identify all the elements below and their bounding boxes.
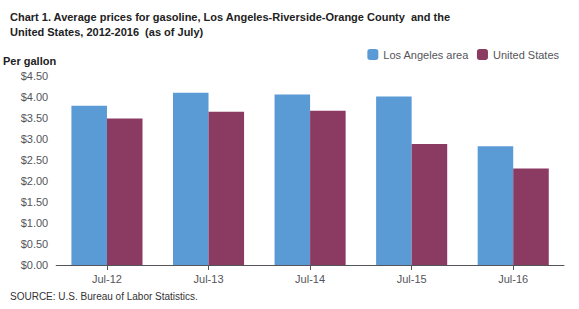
svg-text:Per gallon: Per gallon xyxy=(3,55,56,67)
svg-text:$2.00: $2.00 xyxy=(21,175,49,187)
svg-text:Los Angeles area: Los Angeles area xyxy=(383,49,469,61)
svg-text:Jul-14: Jul-14 xyxy=(295,273,325,285)
svg-text:Jul-15: Jul-15 xyxy=(397,273,427,285)
svg-text:$3.00: $3.00 xyxy=(21,133,49,145)
svg-text:$0.50: $0.50 xyxy=(21,238,49,250)
svg-text:$2.50: $2.50 xyxy=(21,154,49,166)
svg-text:$4.50: $4.50 xyxy=(21,70,49,82)
svg-text:$4.00: $4.00 xyxy=(21,91,49,103)
svg-text:Jul-12: Jul-12 xyxy=(92,273,122,285)
svg-text:$1.50: $1.50 xyxy=(21,196,49,208)
svg-text:$3.50: $3.50 xyxy=(21,112,49,124)
svg-text:Jul-16: Jul-16 xyxy=(498,273,528,285)
svg-text:Chart 1. Average prices for ga: Chart 1. Average prices for gasoline, Lo… xyxy=(10,11,450,23)
svg-text:United States: United States xyxy=(493,49,560,61)
svg-text:SOURCE: U.S. Bureau of Labor S: SOURCE: U.S. Bureau of Labor Statistics. xyxy=(10,291,198,302)
svg-text:Jul-13: Jul-13 xyxy=(194,273,224,285)
svg-text:United States, 2012-2016 (as: United States, 2012-2016 (as of July) xyxy=(10,26,204,38)
svg-text:$1.00: $1.00 xyxy=(21,217,49,229)
svg-text:$0.00: $0.00 xyxy=(21,259,49,271)
